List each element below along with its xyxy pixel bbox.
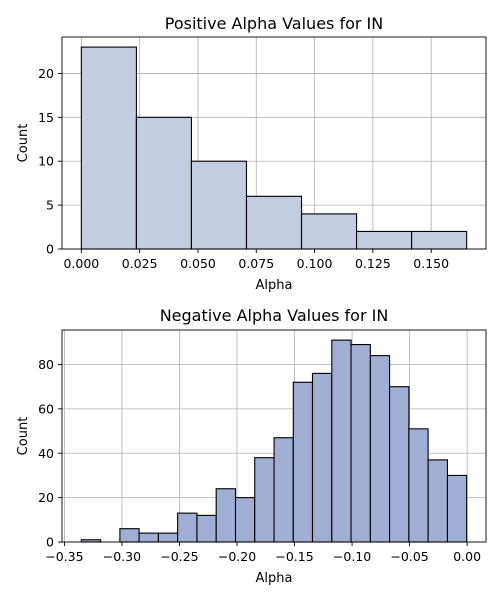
histogram-bar (427, 459, 449, 543)
histogram-bar (190, 160, 248, 250)
x-tick-label: −0.05 (390, 549, 428, 564)
histogram-bar (254, 457, 275, 543)
x-tick-label: −0.30 (103, 549, 141, 564)
x-tick-label: 0.025 (122, 256, 158, 271)
histogram-bar (408, 428, 429, 543)
histogram-bar (138, 532, 159, 543)
histogram-bar (369, 355, 391, 543)
histogram-bar (300, 213, 358, 250)
histogram-bar (215, 488, 237, 543)
y-tick-label: 0 (46, 535, 54, 550)
x-tick-label: −0.35 (45, 549, 83, 564)
y-tick-label: 80 (38, 357, 54, 372)
y-tick-label: 15 (38, 110, 54, 125)
x-axis-label: Alpha (256, 571, 293, 586)
axes-frame (61, 36, 487, 250)
histogram-bar (446, 474, 468, 543)
y-tick-label: 20 (38, 66, 54, 81)
x-tick-label: 0.075 (238, 256, 274, 271)
histogram-bar (245, 195, 303, 250)
histogram-bar (135, 116, 192, 250)
histogram-bar (157, 532, 179, 543)
histogram-bar (411, 230, 468, 250)
x-tick-label: 0.150 (413, 256, 449, 271)
histogram-bar (177, 512, 198, 543)
x-tick-label: −0.25 (160, 549, 198, 564)
positive-alpha-histogram: 0.000 0.025 0.050 0.075 0.100 0.125 0.150 0 5 10 1… (16, 14, 487, 293)
y-axis-label: Count (16, 124, 31, 163)
x-tick-label: −0.15 (275, 549, 313, 564)
histogram-bar (196, 514, 217, 543)
x-tick-label: 0.00 (453, 549, 481, 564)
chart-title: Positive Alpha Values for IN (165, 14, 383, 33)
x-tick-label: 0.000 (63, 256, 99, 271)
y-tick-label: 0 (46, 242, 54, 257)
x-tick-label: 0.125 (355, 256, 391, 271)
histogram-bar (356, 230, 413, 250)
x-tick-label: −0.10 (333, 549, 371, 564)
histogram-bar (331, 339, 352, 543)
x-tick-label: 0.100 (297, 256, 333, 271)
histogram-bar (234, 497, 256, 543)
x-tick-label: 0.050 (180, 256, 216, 271)
histogram-bar (273, 437, 294, 543)
histogram-bar (292, 381, 314, 543)
y-tick-label: 5 (46, 198, 54, 213)
x-axis-label: Alpha (256, 278, 293, 293)
x-tick-label: −0.20 (218, 549, 256, 564)
histogram-bar (311, 372, 333, 543)
negative-alpha-histogram: −0.35 −0.30 −0.25 −0.20 −0.15 −0.10 −0.05 0.00 0… (16, 306, 487, 586)
histogram-bar (119, 528, 140, 543)
histogram-bar (350, 343, 371, 543)
y-tick-label: 60 (38, 401, 54, 416)
histogram-bar (389, 386, 410, 543)
y-tick-label: 20 (38, 490, 54, 505)
axes-frame (61, 329, 487, 543)
histogram-bar (80, 46, 137, 250)
chart-title: Negative Alpha Values for IN (160, 306, 389, 325)
y-axis-label: Count (16, 417, 31, 456)
y-tick-label: 40 (38, 446, 54, 461)
y-tick-label: 10 (38, 154, 54, 169)
